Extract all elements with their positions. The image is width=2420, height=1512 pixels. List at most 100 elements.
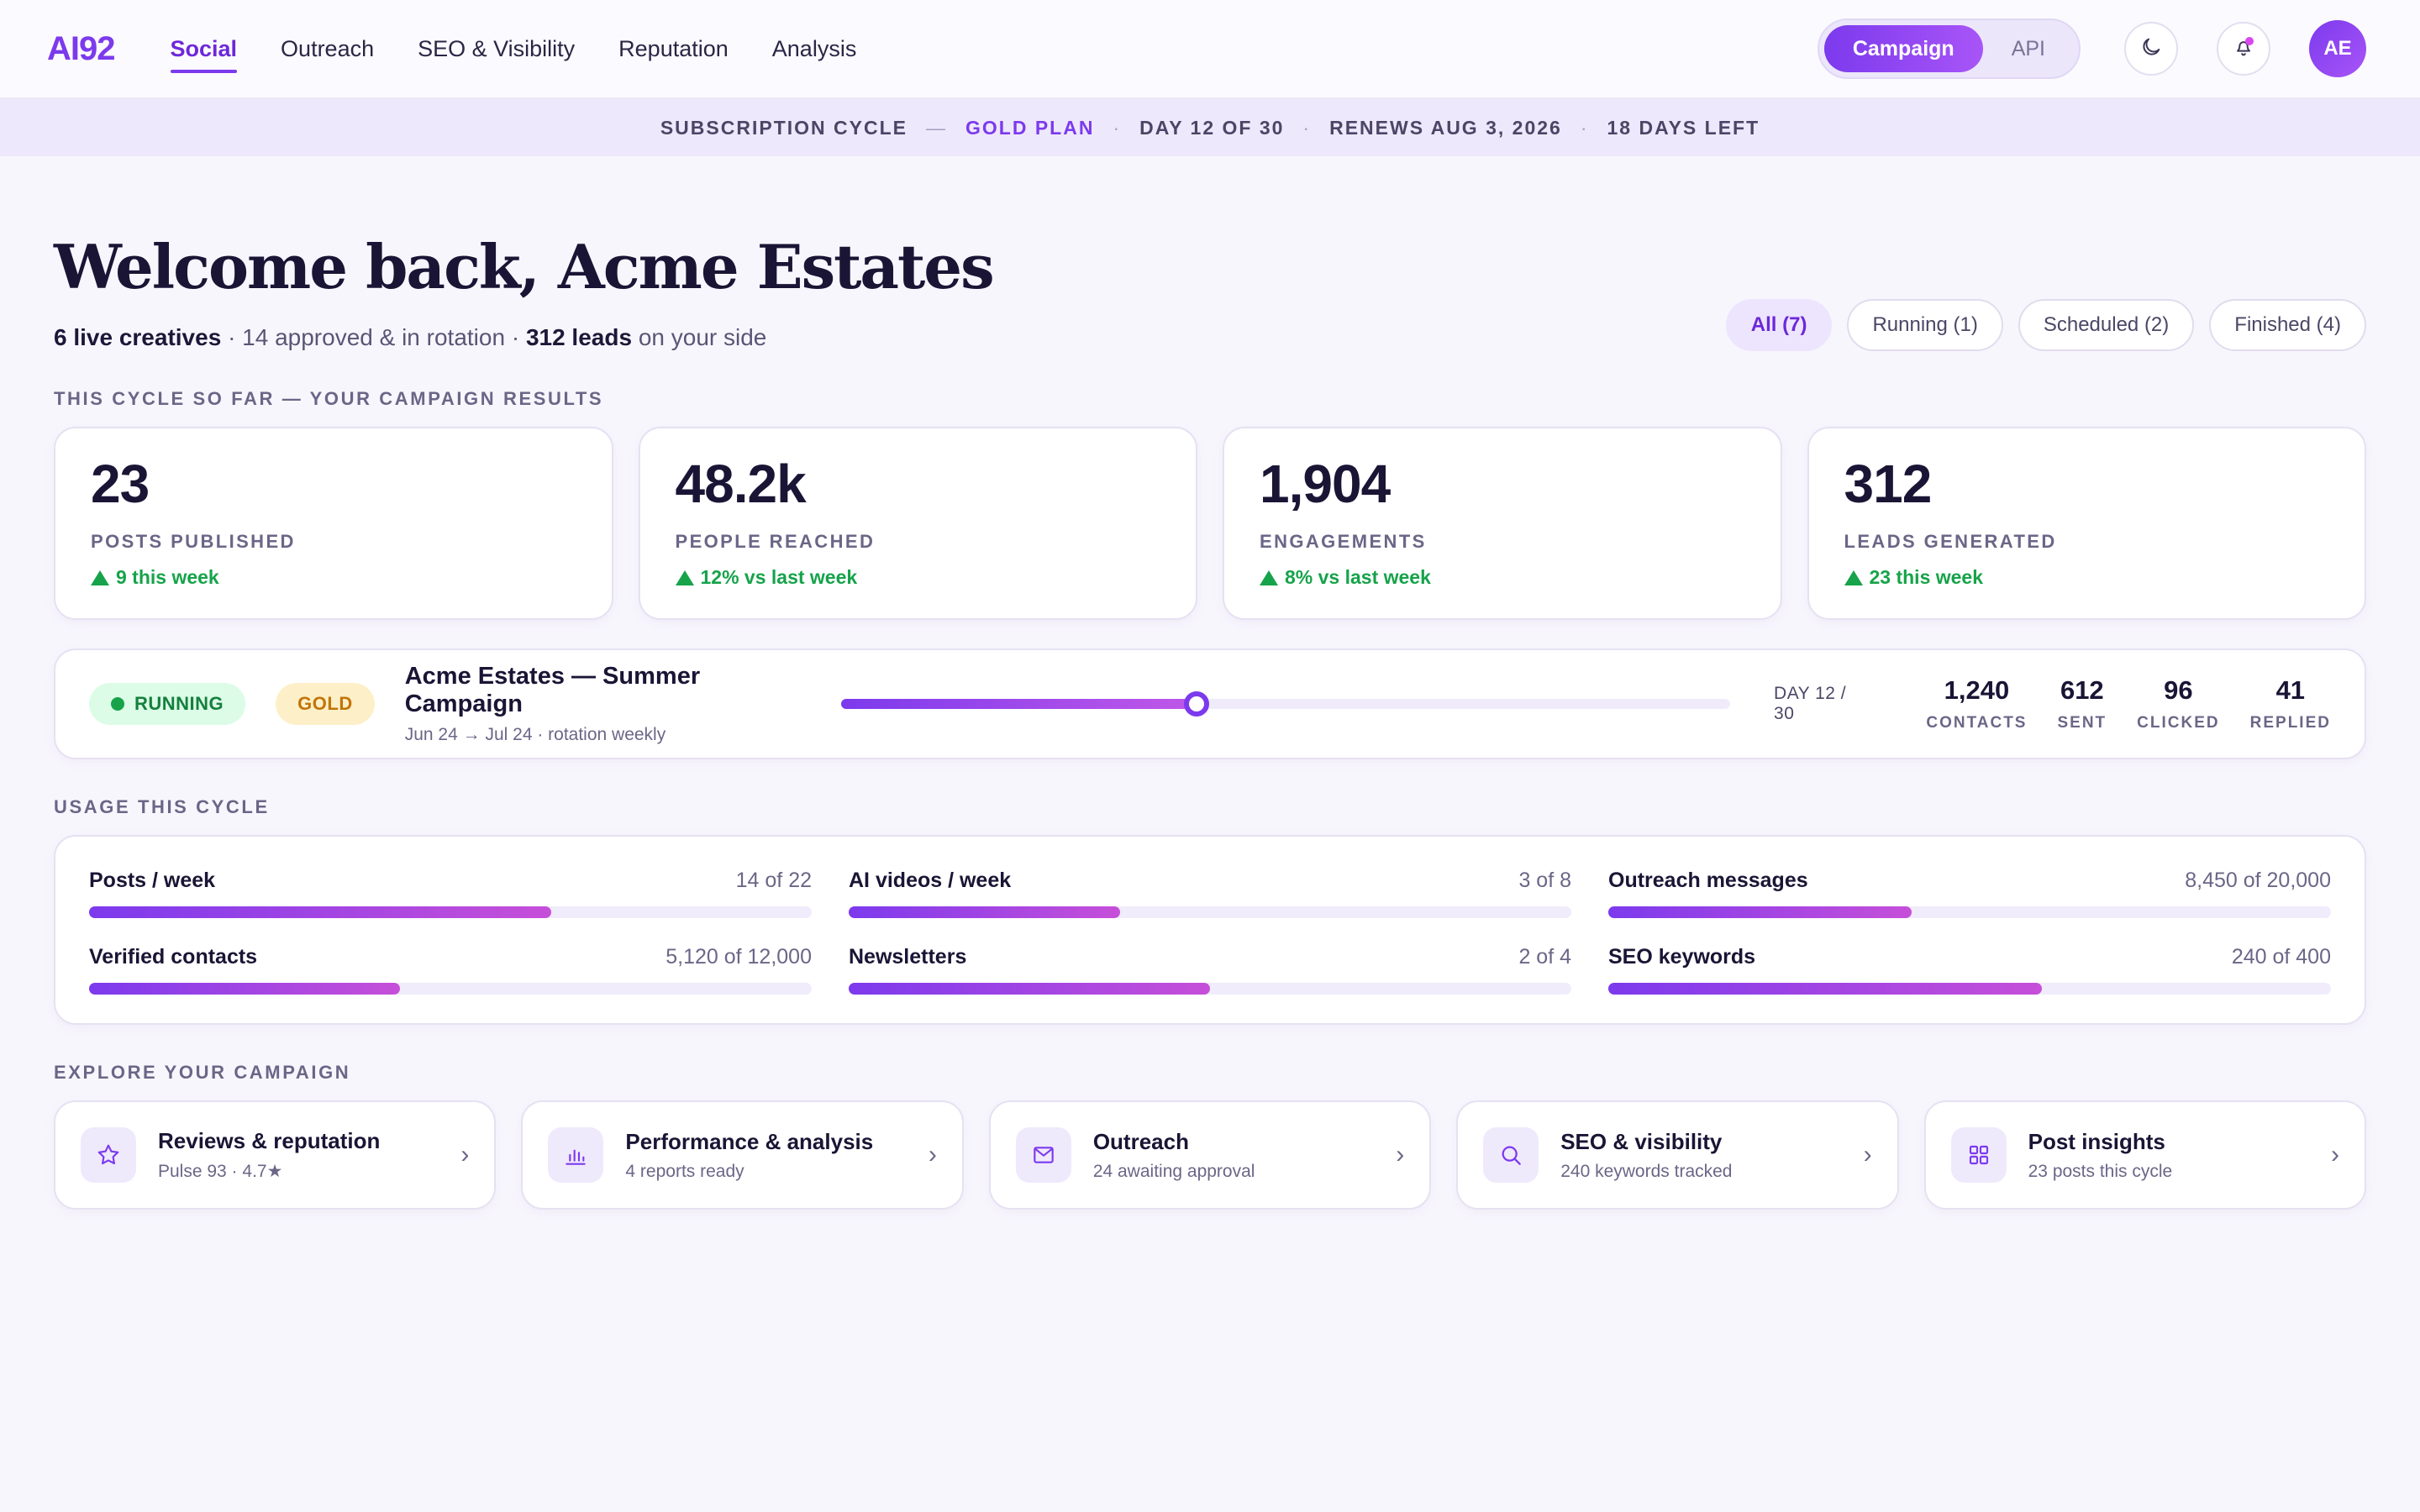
usage-value: 8,450 of 20,000 — [2185, 869, 2331, 892]
usage-name: SEO keywords — [1608, 945, 1756, 969]
stat-label: CONTACTS — [1926, 714, 2028, 732]
usage-bar-fill — [89, 906, 552, 918]
chevron-right-icon: › — [928, 1141, 937, 1168]
usage-value: 2 of 4 — [1518, 945, 1571, 969]
usage-header: Verified contacts 5,120 of 12,000 — [89, 945, 812, 969]
filter-chip-scheduled[interactable]: Scheduled (2) — [2018, 299, 2195, 351]
usage-item-newsletters: Newsletters 2 of 4 — [849, 945, 1571, 995]
kpi-value: 1,904 — [1260, 454, 1391, 514]
explore-card-title: Reviews & reputation — [158, 1128, 381, 1153]
campaign-progress-track — [841, 691, 1731, 717]
mode-option-campaign[interactable]: Campaign — [1823, 25, 1983, 72]
explore-card-text: Post insights 23 posts this cycle — [2028, 1129, 2331, 1182]
campaign-progress-handle[interactable] — [1184, 691, 1210, 717]
usage-bar-track — [89, 983, 812, 995]
status-badge-running: RUNNING — [89, 683, 246, 725]
chevron-right-icon: › — [2331, 1141, 2340, 1168]
campaign-dates: Jun 24 → Jul 24 · rotation weekly — [404, 725, 666, 744]
usage-header: SEO keywords 240 of 400 — [1608, 945, 2331, 969]
welcome-tail: on your side — [638, 324, 767, 350]
nav-item-reputation[interactable]: Reputation — [618, 35, 729, 61]
usage-header: Posts / week 14 of 22 — [89, 869, 812, 893]
user-avatar[interactable]: AE — [2309, 20, 2366, 77]
bell-icon — [2232, 35, 2255, 63]
page-title: Welcome back, Acme Estates — [54, 231, 995, 302]
explore-card-reviews[interactable]: Reviews & reputation Pulse 93 · 4.7★ › — [54, 1100, 497, 1210]
subscription-label: SUBSCRIPTION CYCLE — [660, 116, 908, 139]
explore-card-performance[interactable]: Performance & analysis 4 reports ready › — [521, 1100, 964, 1210]
kpi-card-engagements[interactable]: 1,904 ENGAGEMENTS 8% vs last week — [1223, 427, 1782, 620]
explore-row: Reviews & reputation Pulse 93 · 4.7★ › P… — [54, 1100, 2367, 1210]
campaign-progress-fill — [841, 699, 1197, 709]
up-arrow-icon — [1260, 570, 1278, 585]
kpi-delta-text: 9 this week — [116, 566, 219, 588]
running-dot-icon — [111, 697, 124, 711]
explore-card-subtitle: 24 awaiting approval — [1092, 1161, 1255, 1181]
subscription-renews: RENEWS AUG 3, 2026 — [1329, 116, 1562, 139]
usage-name: Verified contacts — [89, 945, 258, 969]
usage-name: Outreach messages — [1608, 869, 1808, 892]
star-icon — [81, 1127, 136, 1183]
up-arrow-icon — [91, 570, 109, 585]
campaign-day: DAY 12 / 30 — [1774, 684, 1847, 723]
results-section-label: THIS CYCLE SO FAR — YOUR CAMPAIGN RESULT… — [54, 388, 604, 409]
usage-item-posts: Posts / week 14 of 22 — [89, 869, 812, 918]
explore-card-subtitle: 23 posts this cycle — [2028, 1161, 2173, 1181]
campaign-title: Acme Estates — Summer Campaign — [404, 663, 701, 717]
kpi-label: POSTS PUBLISHED — [91, 531, 296, 552]
stat-replied: 41 REPLIED — [2250, 675, 2331, 732]
mode-toggle: Campaign API — [1817, 18, 2081, 79]
up-arrow-icon — [1844, 570, 1863, 585]
subscription-separator: · — [1580, 116, 1589, 139]
explore-card-outreach[interactable]: Outreach 24 awaiting approval › — [988, 1100, 1432, 1210]
app-logo[interactable]: AI92 — [47, 29, 115, 67]
subscription-strip: SUBSCRIPTION CYCLE — GOLD PLAN · DAY 12 … — [0, 99, 2420, 156]
kpi-delta: 8% vs last week — [1260, 566, 1745, 589]
usage-value: 14 of 22 — [735, 869, 812, 892]
search-icon — [1483, 1127, 1539, 1183]
main-nav: Social Outreach SEO & Visibility Reputat… — [170, 0, 901, 98]
filter-chip-running[interactable]: Running (1) — [1847, 299, 2003, 351]
subscription-separator: · — [1302, 116, 1312, 139]
usage-bar-track — [1608, 983, 2331, 995]
top-navigation-bar: AI92 Social Outreach SEO & Visibility Re… — [0, 0, 2420, 99]
mode-option-api[interactable]: API — [2011, 36, 2045, 60]
stat-clicked: 96 CLICKED — [2137, 675, 2219, 732]
chevron-right-icon: › — [1863, 1141, 1872, 1168]
usage-header: AI videos / week 3 of 8 — [849, 869, 1571, 893]
welcome-approved: · 14 approved & in rotation · — [228, 324, 520, 350]
nav-item-analysis[interactable]: Analysis — [771, 35, 857, 61]
usage-item-verified-contacts: Verified contacts 5,120 of 12,000 — [89, 945, 812, 995]
nav-item-outreach[interactable]: Outreach — [281, 35, 375, 61]
filter-chip-finished[interactable]: Finished (4) — [2209, 299, 2366, 351]
notifications-button[interactable] — [2217, 22, 2270, 76]
theme-toggle-button[interactable] — [2124, 22, 2178, 76]
tier-badge-gold: GOLD — [276, 683, 375, 725]
explore-section-label: EXPLORE YOUR CAMPAIGN — [54, 1062, 351, 1083]
filter-chip-all[interactable]: All (7) — [1725, 299, 1833, 351]
usage-bar-fill — [849, 906, 1120, 918]
usage-header: Outreach messages 8,450 of 20,000 — [1608, 869, 2331, 893]
kpi-value: 48.2k — [675, 454, 807, 514]
chevron-right-icon: › — [460, 1141, 470, 1168]
welcome-summary: 6 live creatives · 14 approved & in rota… — [54, 324, 993, 351]
welcome-creatives: 6 live creatives — [54, 324, 222, 350]
kpi-value: 312 — [1844, 454, 1933, 514]
campaign-row[interactable]: RUNNING GOLD Acme Estates — Summer Campa… — [54, 648, 2366, 759]
kpi-card-leads[interactable]: 312 LEADS GENERATED 23 this week — [1807, 427, 2366, 620]
explore-card-seo[interactable]: SEO & visibility 240 keywords tracked › — [1456, 1100, 1899, 1210]
bar-chart-icon — [548, 1127, 604, 1183]
kpi-card-posts[interactable]: 23 POSTS PUBLISHED 9 this week — [54, 427, 613, 620]
nav-item-social[interactable]: Social — [170, 0, 237, 98]
explore-card-post-insights[interactable]: Post insights 23 posts this cycle › — [1923, 1100, 2367, 1210]
subscription-plan: GOLD PLAN — [965, 116, 1095, 139]
usage-item-ai-videos: AI videos / week 3 of 8 — [849, 869, 1571, 918]
usage-bar-track — [849, 906, 1571, 918]
stat-sent: 612 SENT — [2057, 675, 2107, 732]
welcome-block: Welcome back, Acme Estates 6 live creati… — [54, 231, 995, 351]
nav-item-seo-visibility[interactable]: SEO & Visibility — [418, 35, 576, 61]
usage-value: 240 of 400 — [2231, 945, 2331, 969]
stat-label: REPLIED — [2249, 714, 2331, 732]
usage-bar-fill — [89, 983, 400, 995]
kpi-card-reach[interactable]: 48.2k PEOPLE REACHED 12% vs last week — [638, 427, 1197, 620]
